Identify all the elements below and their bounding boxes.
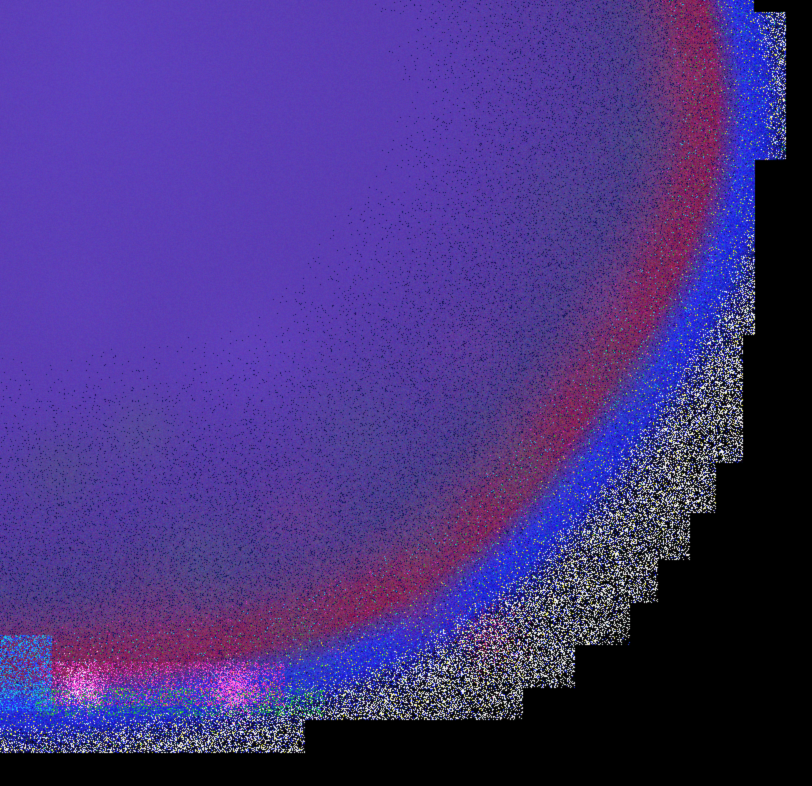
noisy-purple-disc-image [0, 0, 812, 786]
screenshot-root [0, 0, 812, 786]
